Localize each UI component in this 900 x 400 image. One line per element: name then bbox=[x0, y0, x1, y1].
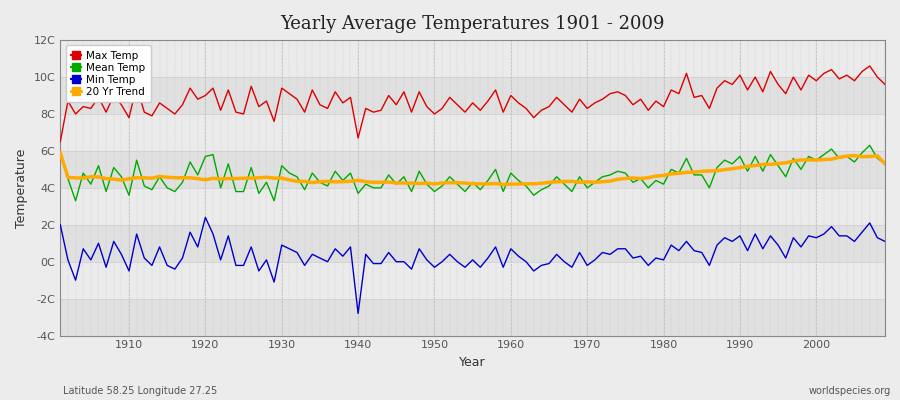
Text: worldspecies.org: worldspecies.org bbox=[809, 386, 891, 396]
Bar bbox=[60, 262, 885, 299]
Text: Latitude 58.25 Longitude 27.25: Latitude 58.25 Longitude 27.25 bbox=[63, 386, 217, 396]
Bar bbox=[60, 151, 885, 188]
Bar bbox=[60, 114, 885, 151]
X-axis label: Year: Year bbox=[459, 356, 486, 369]
Bar bbox=[60, 40, 885, 77]
Bar bbox=[60, 225, 885, 262]
Legend: Max Temp, Mean Temp, Min Temp, 20 Yr Trend: Max Temp, Mean Temp, Min Temp, 20 Yr Tre… bbox=[66, 45, 150, 102]
Title: Yearly Average Temperatures 1901 - 2009: Yearly Average Temperatures 1901 - 2009 bbox=[281, 15, 665, 33]
Bar bbox=[60, 77, 885, 114]
Y-axis label: Temperature: Temperature bbox=[15, 148, 28, 228]
Bar bbox=[60, 188, 885, 225]
Bar bbox=[60, 299, 885, 336]
